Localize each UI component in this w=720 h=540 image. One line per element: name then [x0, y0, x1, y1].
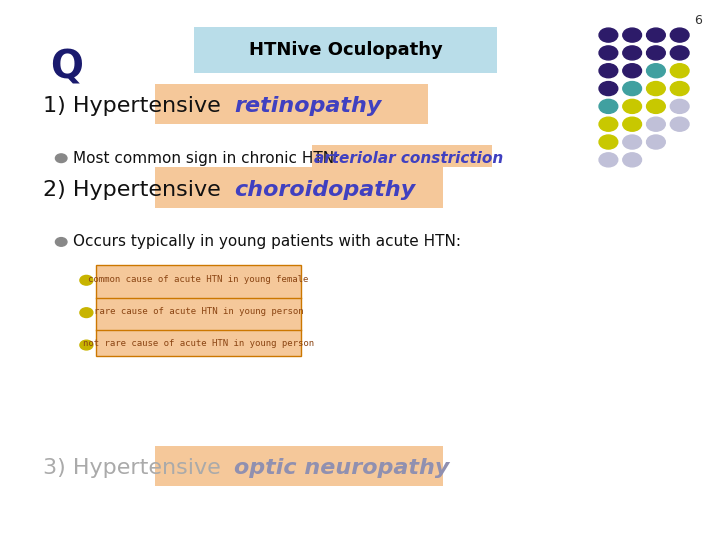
- Circle shape: [599, 153, 618, 167]
- Circle shape: [55, 154, 67, 163]
- Text: 1) Hypertensive: 1) Hypertensive: [43, 96, 228, 117]
- FancyBboxPatch shape: [155, 167, 443, 208]
- Text: 6: 6: [694, 14, 702, 26]
- Circle shape: [599, 99, 618, 113]
- Circle shape: [80, 275, 93, 285]
- Text: optic neuropathy: optic neuropathy: [234, 458, 449, 478]
- Circle shape: [599, 135, 618, 149]
- Text: Occurs typically in young patients with acute HTN:: Occurs typically in young patients with …: [73, 234, 462, 249]
- Text: Most common sign in chronic HTN:: Most common sign in chronic HTN:: [73, 151, 345, 166]
- Text: choroidopathy: choroidopathy: [234, 180, 415, 200]
- Circle shape: [647, 46, 665, 60]
- Circle shape: [599, 82, 618, 96]
- Circle shape: [599, 28, 618, 42]
- Circle shape: [55, 238, 67, 246]
- Circle shape: [623, 117, 642, 131]
- Circle shape: [670, 64, 689, 78]
- FancyBboxPatch shape: [155, 84, 428, 124]
- FancyBboxPatch shape: [96, 265, 301, 356]
- Circle shape: [623, 82, 642, 96]
- Text: common cause of acute HTN in young female: common cause of acute HTN in young femal…: [88, 275, 309, 284]
- Circle shape: [80, 340, 93, 350]
- Text: 2) Hypertensive: 2) Hypertensive: [43, 180, 228, 200]
- Circle shape: [647, 99, 665, 113]
- Circle shape: [670, 28, 689, 42]
- Circle shape: [670, 99, 689, 113]
- Circle shape: [599, 46, 618, 60]
- Circle shape: [670, 82, 689, 96]
- Circle shape: [670, 117, 689, 131]
- Circle shape: [623, 64, 642, 78]
- Circle shape: [623, 153, 642, 167]
- Text: arteriolar constriction: arteriolar constriction: [314, 151, 503, 166]
- Text: Q: Q: [50, 49, 84, 86]
- Circle shape: [647, 28, 665, 42]
- FancyBboxPatch shape: [312, 145, 492, 167]
- Circle shape: [623, 135, 642, 149]
- Bar: [96, 265, 301, 356]
- FancyBboxPatch shape: [194, 27, 497, 73]
- Circle shape: [623, 99, 642, 113]
- Circle shape: [623, 28, 642, 42]
- Text: not rare cause of acute HTN in young person: not rare cause of acute HTN in young per…: [83, 340, 314, 348]
- Circle shape: [647, 117, 665, 131]
- Circle shape: [623, 46, 642, 60]
- Text: rare cause of acute HTN in young person: rare cause of acute HTN in young person: [94, 307, 303, 316]
- FancyBboxPatch shape: [155, 446, 443, 486]
- Circle shape: [647, 82, 665, 96]
- Circle shape: [647, 64, 665, 78]
- Circle shape: [647, 135, 665, 149]
- Circle shape: [599, 117, 618, 131]
- Circle shape: [670, 46, 689, 60]
- Text: 3) Hypertensive: 3) Hypertensive: [43, 458, 228, 478]
- Text: retinopathy: retinopathy: [234, 96, 382, 117]
- Text: HTNive Oculopathy: HTNive Oculopathy: [248, 41, 443, 59]
- Circle shape: [599, 64, 618, 78]
- Circle shape: [80, 308, 93, 318]
